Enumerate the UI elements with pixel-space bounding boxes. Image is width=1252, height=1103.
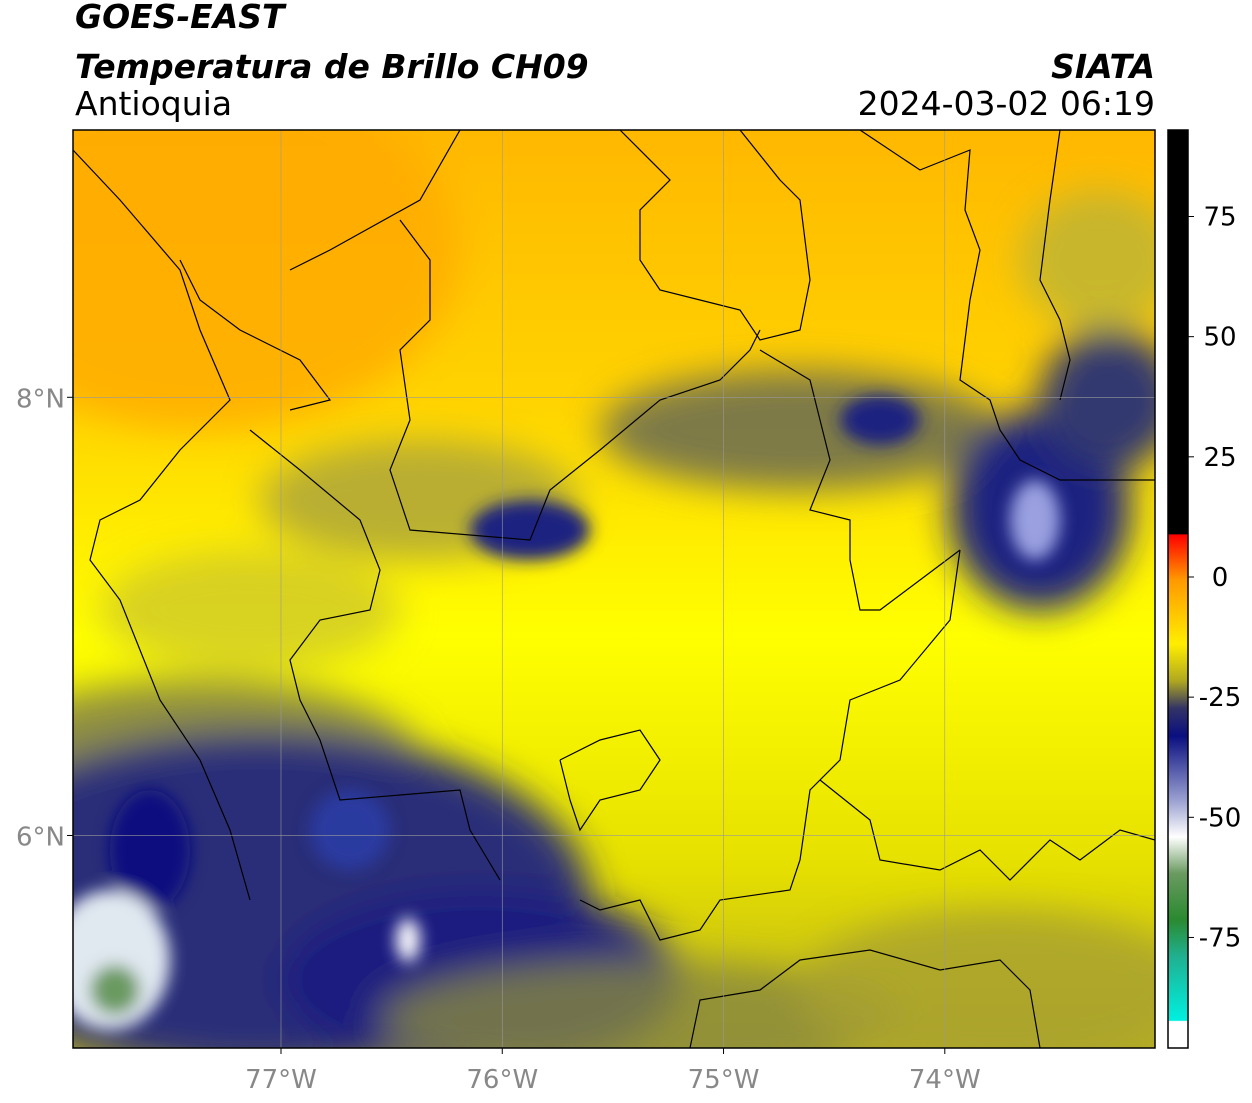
map-image xyxy=(73,130,1155,1048)
x-tick-label: 74°W xyxy=(909,1065,981,1095)
colorbar-tick-label: -25 xyxy=(1199,683,1241,713)
graticule xyxy=(73,130,1155,1048)
colorbar xyxy=(1167,129,1189,1049)
colorbar-tick-label: 75 xyxy=(1203,203,1236,233)
x-tick-label: 76°W xyxy=(466,1065,538,1095)
colorbar-tick-label: 25 xyxy=(1203,443,1236,473)
x-tick-label: 75°W xyxy=(688,1065,760,1095)
y-tick-label: 6°N xyxy=(16,822,65,852)
colorbar-tick-label: -50 xyxy=(1199,803,1241,833)
y-tick-label: 8°N xyxy=(16,384,65,414)
title: GOES-EAST xyxy=(75,0,287,36)
map-frame xyxy=(72,129,1156,1049)
colorbar-tick-label: 50 xyxy=(1203,323,1236,353)
subtitle: Temperatura de Brillo CH09 xyxy=(75,47,589,86)
colorbar-tick-label: -75 xyxy=(1199,923,1241,953)
datetime: 2024-03-02 06:19 xyxy=(858,84,1155,123)
x-tick-label: 77°W xyxy=(245,1065,317,1095)
colorbar-tick-label: 0 xyxy=(1212,563,1229,593)
region: Antioquia xyxy=(75,84,232,123)
source: SIATA xyxy=(1051,47,1155,86)
